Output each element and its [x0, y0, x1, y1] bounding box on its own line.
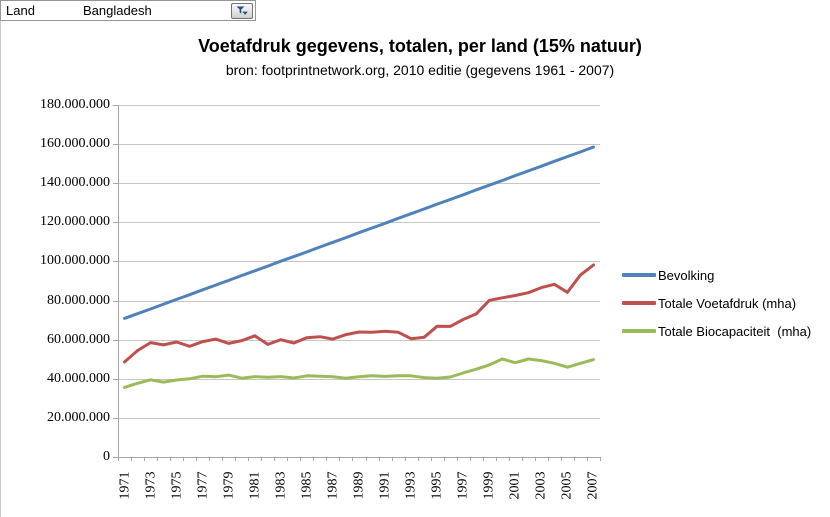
x-axis-tick-label: 1993	[403, 471, 419, 500]
legend-swatch	[622, 329, 656, 333]
x-axis-tick-label: 1971	[117, 471, 132, 500]
chart-title: Voetafdruk gegevens, totalen, per land (…	[198, 36, 642, 56]
legend-label: Bevolking	[658, 267, 715, 283]
filter-funnel-icon	[236, 6, 248, 15]
legend-swatch	[622, 301, 656, 305]
x-axis-tick-label: 2005	[559, 471, 575, 500]
legend-item-bevolking: Bevolking	[622, 266, 811, 284]
x-axis-tick-label: 1999	[481, 471, 497, 500]
x-axis-tick-label: 2003	[533, 471, 549, 500]
legend-swatch	[622, 273, 656, 277]
y-axis-tick-label: 20.000.000	[47, 409, 110, 425]
x-axis-tick-label: 2001	[507, 471, 523, 500]
x-axis-tick-label: 1979	[221, 471, 237, 500]
filter-label-text: Land	[6, 3, 35, 18]
x-axis-tick-label: 1973	[143, 471, 159, 500]
series-line-bevolking	[123, 145, 595, 320]
series-line-totale-voetafdruk-mha	[123, 263, 595, 364]
x-axis-tick-label: 2007	[585, 471, 601, 500]
country-filter-dropdown-button[interactable]	[231, 3, 253, 19]
y-axis-tick-label: 180.000.000	[40, 97, 110, 112]
legend-item-totale-biocapaciteit-mha: Totale Biocapaciteit (mha)	[622, 322, 811, 340]
x-axis-tick-label: 1987	[325, 471, 341, 500]
y-axis-tick-label: 0	[103, 449, 110, 464]
x-axis-tick-label: 1995	[429, 471, 445, 500]
y-axis-tick-label: 40.000.000	[47, 370, 110, 386]
sheet-left-gridline	[0, 0, 1, 517]
filter-value-text: Bangladesh	[83, 3, 152, 18]
gridlines	[118, 105, 600, 419]
x-axis-tick-label: 1981	[247, 471, 263, 500]
x-axis-tick-label: 1991	[377, 471, 393, 500]
y-axis-tick-label: 120.000.000	[40, 214, 110, 230]
chart-legend: Bevolking Totale Voetafdruk (mha) Totale B…	[622, 266, 811, 350]
y-axis-tick-label: 140.000.000	[40, 175, 110, 191]
y-axis-tick-label: 100.000.000	[40, 253, 110, 269]
y-axis-tick-label: 160.000.000	[40, 136, 110, 152]
x-axis-tick-label: 1985	[299, 471, 315, 500]
x-axis-tick-label: 1989	[351, 471, 367, 500]
legend-item-totale-voetafdruk-mha: Totale Voetafdruk (mha)	[622, 294, 811, 312]
legend-label: Totale Voetafdruk (mha)	[658, 295, 797, 311]
axes	[113, 105, 601, 461]
x-axis-tick-label: 1977	[195, 471, 211, 500]
legend-label: Totale Biocapaciteit (mha)	[658, 323, 812, 339]
y-axis-tick-label: 80.000.000	[47, 292, 110, 308]
filter-value-cell[interactable]: Bangladesh	[78, 0, 256, 21]
x-axis-tick-label: 1983	[273, 471, 289, 500]
y-axis-tick-label: 60.000.000	[47, 331, 110, 347]
series-line-totale-biocapaciteit-mha	[123, 357, 595, 389]
chart-subtitle: bron: footprintnetwork.org, 2010 editie …	[225, 62, 615, 78]
filter-label-cell: Land	[0, 0, 79, 21]
x-axis-tick-label: 1975	[169, 471, 185, 500]
x-axis-tick-label: 1997	[455, 471, 471, 500]
